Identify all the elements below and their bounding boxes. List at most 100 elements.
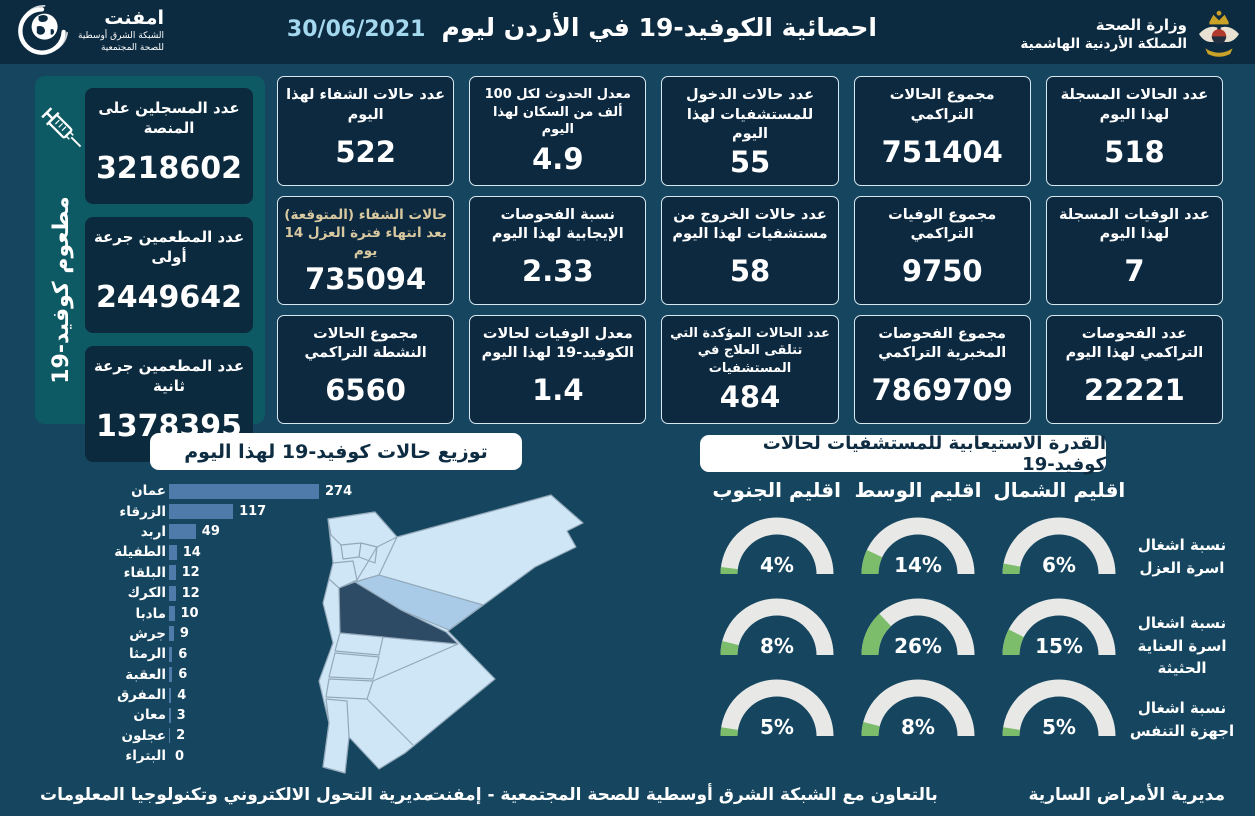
bar: [169, 483, 319, 499]
gauge-row: 5% 8% 5%: [706, 668, 1130, 749]
gauge-arc: 5%: [720, 679, 834, 739]
bar-category-label: جرش: [129, 625, 166, 642]
stat-card-label: عدد الحالات المؤكدة التي تتلقى العلاج في…: [670, 325, 830, 376]
stat-card-label: مجموع الفحوصات المخبرية التراكمي: [878, 325, 1007, 362]
bar-row: المفرق 4: [93, 685, 533, 705]
bar-row: جرش 9: [93, 624, 533, 644]
stat-card: معدل الحدوث لكل 100 ألف من السكان لهذا ا…: [469, 76, 647, 186]
ministry-block: وزارة الصحة المملكة الأردنية الهاشمية: [1020, 7, 1243, 61]
gauge-arc: 4%: [720, 517, 834, 577]
bar-row: الرمثا 6: [93, 644, 533, 664]
ministry-name: وزارة الصحة: [1095, 15, 1187, 34]
gauge-value: 8%: [760, 634, 794, 658]
bar-row: البتراء 0: [93, 746, 533, 766]
gauge: 26%: [852, 591, 984, 665]
bar-value-label: 2: [176, 728, 186, 744]
stat-card-label: مجموع الحالات النشطة التراكمي: [304, 325, 427, 362]
bar: [169, 606, 175, 622]
stat-card: مجموع الوفيات التراكمي 9750: [853, 195, 1031, 305]
capacity-gauges: اقليم الشمال اقليم الوسط اقليم الجنوب 6% 1…: [706, 478, 1130, 749]
gauge-row: 6% 14% 4%: [706, 506, 1130, 587]
capacity-title: القدرة الاستيعابية للمستشفيات لحالات كوف…: [700, 433, 1106, 475]
bar-row: اربد 49: [93, 522, 533, 542]
gauge: 8%: [711, 591, 843, 665]
bar-value-label: 12: [181, 585, 200, 601]
gauge-value: 26%: [894, 634, 942, 658]
bar: [169, 504, 234, 520]
stat-card-label: معدل الحدوث لكل 100 ألف من السكان لهذا ا…: [484, 87, 631, 138]
bar: [169, 544, 177, 560]
bar-row: البلقاء 12: [93, 563, 533, 583]
stat-card: عدد الوفيات المسجلة لهذا اليوم 7: [1045, 195, 1223, 305]
bar: [169, 646, 173, 662]
header-bar: امفنت الشبكة الشرق أوسطية للصحة المجتمعي…: [0, 0, 1255, 64]
stat-card: عدد حالات الشفاء لهذا اليوم 522: [277, 76, 455, 186]
stat-card: عدد الحالات المسجلة لهذا اليوم 518: [1045, 76, 1223, 186]
bar-category-label: عجلون: [121, 727, 166, 744]
emphnet-subtitle-1: الشبكة الشرق أوسطية: [78, 30, 165, 41]
footer-collaboration: بالتعاون مع الشبكة الشرق أوسطية للصحة ال…: [428, 785, 938, 805]
region-header: اقليم الجنوب: [712, 478, 841, 502]
emphnet-text: امفنت الشبكة الشرق أوسطية للصحة المجتمعي…: [78, 8, 165, 54]
stat-card-label: معدل الوفيات لحالات الكوفيد-19 لهذا اليو…: [481, 325, 635, 362]
ministry-text: وزارة الصحة المملكة الأردنية الهاشمية: [1020, 15, 1187, 53]
stat-card-label: عدد حالات الشفاء لهذا اليوم: [286, 87, 446, 123]
bar: [169, 707, 171, 723]
gauge-value: 8%: [901, 715, 935, 739]
bar-value-label: 274: [325, 483, 353, 499]
bar-row: الكرك 12: [93, 583, 533, 603]
bar-category-label: الرمثا: [128, 646, 166, 663]
syringe-icon: [41, 107, 82, 148]
stat-card: عدد الفحوصات التراكمي لهذا اليوم 22221: [1045, 314, 1223, 424]
bar-row: عمان 274: [93, 481, 533, 501]
stat-card-label: عدد حالات الخروج من مستشفيات لهذا اليوم: [672, 206, 828, 243]
bar-value-label: 9: [179, 626, 189, 642]
gauge: 4%: [711, 510, 843, 584]
bar: [169, 585, 176, 601]
stat-card-label: عدد الوفيات المسجلة لهذا اليوم: [1059, 206, 1210, 243]
region-header: اقليم الوسط: [854, 478, 982, 502]
gauge: 8%: [852, 672, 984, 746]
gauge: 5%: [993, 672, 1125, 746]
bar-category-label: مادبا: [135, 605, 167, 622]
bar-value-label: 6: [178, 667, 188, 683]
gauge: 15%: [993, 591, 1125, 665]
stat-card-value: 518: [1104, 134, 1165, 169]
gauge-value: 15%: [1035, 634, 1083, 658]
stat-card-value: 484: [719, 380, 781, 415]
gauge-row: 15% 26% 8%: [706, 587, 1130, 668]
jordan-coat-of-arms-icon: [1199, 10, 1239, 57]
region-headers: اقليم الشمال اقليم الوسط اقليم الجنوب: [706, 478, 1130, 502]
gauge-value: 4%: [760, 553, 794, 577]
bar-category-label: الطفيلة: [114, 544, 166, 561]
emphnet-logo: امفنت الشبكة الشرق أوسطية للصحة المجتمعي…: [16, 5, 164, 57]
stat-card-value: 4.9: [532, 141, 584, 176]
vaccination-card-value: 2449642: [95, 279, 243, 315]
bar-category-label: العقبة: [125, 666, 166, 683]
bar-category-label: الزرقاء: [119, 503, 166, 520]
stat-card-value: 751404: [881, 134, 1003, 169]
bar-category-label: البتراء: [125, 748, 166, 765]
stat-card-label: عدد الحالات المسجلة لهذا اليوم: [1060, 87, 1209, 123]
jordan-map: [318, 494, 584, 774]
gauge-arc: 8%: [720, 598, 834, 658]
bar-row: عجلون 2: [93, 726, 533, 746]
gauge: 6%: [993, 510, 1125, 584]
bar-category-label: المفرق: [117, 687, 166, 704]
bar-row: الزرقاء 117: [93, 501, 533, 521]
cases-bar-chart: عمان 274 الزرقاء 117 اربد 49 الطفيلة 14 البلقاء 1…: [93, 481, 533, 766]
stat-card-label: مجموع الحالات التراكمي: [889, 87, 995, 123]
stat-card: نسبة الفحوصات الإيجابية لهذا اليوم 2.33: [469, 195, 647, 305]
bar-row: العقبة 6: [93, 665, 533, 685]
stat-card-value: 522: [335, 134, 396, 169]
page-title-group: احصائية الكوفيد-19 في الأردن ليوم 30/06/…: [287, 13, 877, 42]
bar-row: مادبا 10: [93, 603, 533, 623]
stat-card-value: 55: [729, 144, 771, 179]
bar-category-label: الكرك: [127, 585, 166, 602]
stat-card-value: 2.33: [522, 254, 594, 289]
stat-card: مجموع الحالات التراكمي 751404: [853, 76, 1031, 186]
gauge-arc: 14%: [861, 517, 975, 577]
bar-category-label: عمان: [131, 483, 166, 500]
stat-card-value: 58: [729, 254, 771, 289]
footer-directorate-left: مديرية التحول الالكتروني وتكنولوجيا المع…: [40, 785, 433, 805]
